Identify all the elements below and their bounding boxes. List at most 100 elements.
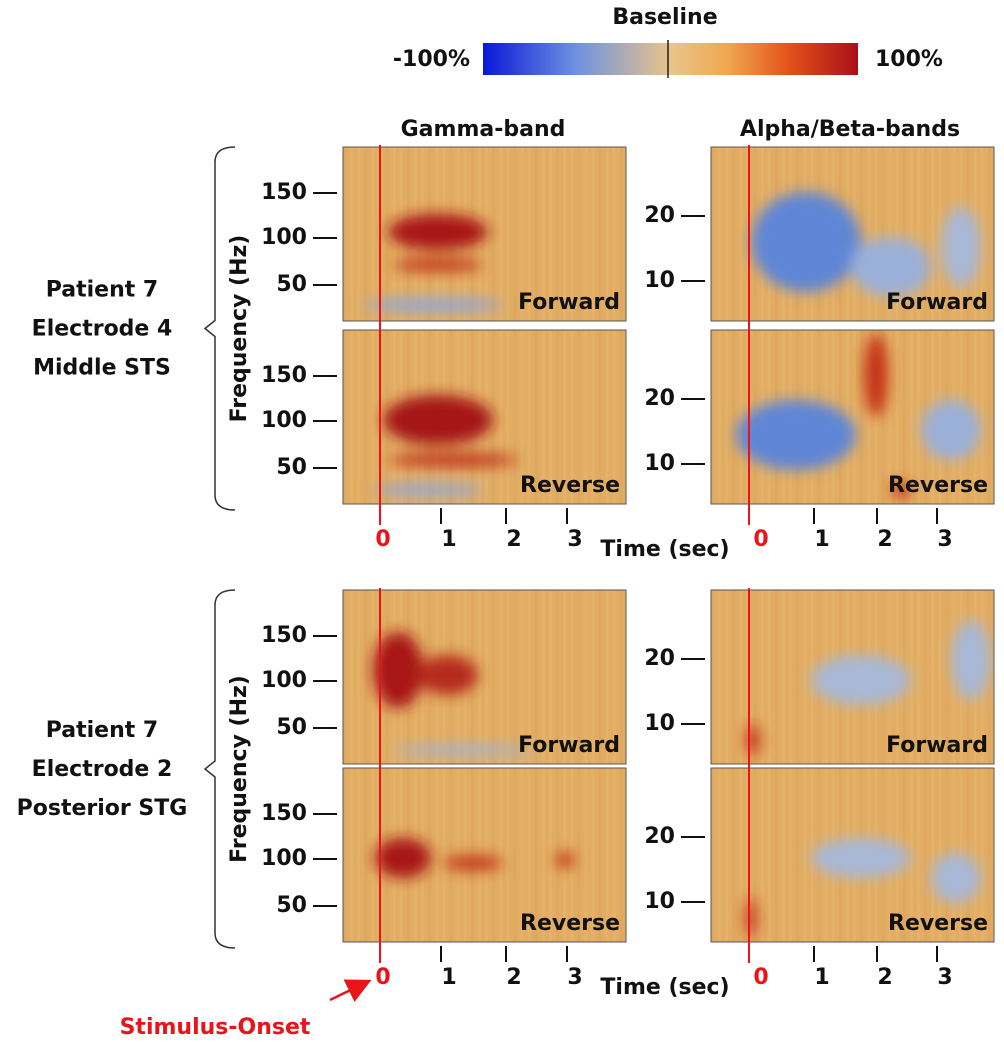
- texture: [364, 590, 368, 764]
- x-tick-label: 0: [375, 965, 390, 990]
- texture: [556, 590, 559, 764]
- texture: [357, 768, 361, 942]
- texture: [782, 590, 785, 764]
- texture: [520, 330, 524, 504]
- texture: [584, 147, 588, 321]
- texture: [534, 147, 538, 321]
- activity: [751, 192, 861, 292]
- annotation: Stimulus-Onset: [120, 1015, 311, 1040]
- texture: [371, 330, 375, 504]
- activity: [891, 482, 911, 498]
- texture: [577, 768, 581, 942]
- texture: [739, 590, 743, 764]
- texture: [492, 768, 496, 942]
- texture: [350, 147, 354, 321]
- activity: [746, 898, 756, 938]
- texture: [796, 590, 800, 764]
- spectrogram: Forward: [710, 589, 995, 765]
- texture: [563, 590, 567, 764]
- group-label: Electrode 2: [32, 757, 173, 782]
- texture: [371, 147, 375, 321]
- y-tick-label: 100: [261, 408, 307, 433]
- texture: [725, 147, 729, 321]
- texture: [945, 590, 949, 764]
- y-tick-label: 150: [261, 801, 307, 826]
- texture: [718, 330, 722, 504]
- texture: [966, 768, 970, 942]
- colorbar: [483, 43, 858, 75]
- activity: [921, 400, 981, 460]
- condition-label: Reverse: [520, 473, 620, 498]
- texture: [492, 590, 496, 764]
- texture: [584, 768, 588, 942]
- spectrogram: Reverse: [710, 767, 995, 943]
- texture: [924, 768, 927, 942]
- blobs: [375, 838, 575, 878]
- texture: [463, 768, 467, 942]
- activity: [383, 395, 493, 445]
- texture: [357, 590, 361, 764]
- column-title: Gamma-band: [401, 117, 566, 142]
- blobs: [736, 333, 981, 498]
- texture: [612, 147, 616, 321]
- texture: [605, 147, 609, 321]
- y-tick-label: 20: [644, 203, 675, 228]
- x-tick-label: 0: [753, 965, 768, 990]
- texture: [938, 768, 942, 942]
- texture: [343, 330, 346, 504]
- texture: [938, 147, 942, 321]
- texture: [916, 768, 920, 942]
- y-tick-label: 50: [276, 893, 307, 918]
- spectrogram-body: [711, 590, 994, 764]
- spectrogram: Reverse: [710, 329, 995, 505]
- texture: [563, 147, 567, 321]
- activity: [418, 655, 478, 695]
- texture: [619, 147, 623, 321]
- bracket: [203, 589, 236, 949]
- texture: [570, 330, 574, 504]
- y-tick-label: 150: [261, 623, 307, 648]
- texture: [343, 147, 346, 321]
- texture: [506, 147, 510, 321]
- texture: [435, 768, 439, 942]
- texture: [909, 330, 913, 504]
- texture: [619, 590, 623, 764]
- texture: [718, 147, 722, 321]
- texture: [931, 768, 935, 942]
- spectrogram-body: [343, 330, 626, 504]
- texture: [492, 330, 496, 504]
- y-tick-label: 20: [644, 646, 675, 671]
- texture: [520, 768, 524, 942]
- condition-label: Reverse: [888, 911, 988, 936]
- texture: [980, 330, 984, 504]
- texture: [357, 330, 361, 504]
- activity: [393, 258, 483, 272]
- texture: [725, 768, 729, 942]
- texture: [987, 330, 991, 504]
- spectrogram: Reverse: [342, 329, 627, 505]
- activity: [388, 453, 518, 467]
- texture: [916, 330, 920, 504]
- texture: [527, 147, 531, 321]
- texture: [364, 768, 368, 942]
- spectrogram: Reverse: [342, 767, 627, 943]
- x-axis-label: Time (sec): [600, 975, 729, 1000]
- texture: [598, 330, 602, 504]
- texture: [867, 147, 871, 321]
- activity: [373, 632, 423, 708]
- x-tick-label: 3: [567, 965, 582, 990]
- texture: [357, 147, 361, 321]
- blobs: [373, 632, 533, 755]
- texture: [895, 330, 899, 504]
- texture: [987, 147, 991, 321]
- x-tick-label: 2: [506, 965, 521, 990]
- texture: [371, 768, 375, 942]
- texture: [725, 330, 729, 504]
- texture: [577, 147, 581, 321]
- texture: [916, 147, 920, 321]
- texture: [570, 590, 574, 764]
- y-tick-label: 100: [261, 225, 307, 250]
- texture: [803, 768, 807, 942]
- colorbar-min: -100%: [393, 47, 470, 72]
- texture: [767, 590, 771, 764]
